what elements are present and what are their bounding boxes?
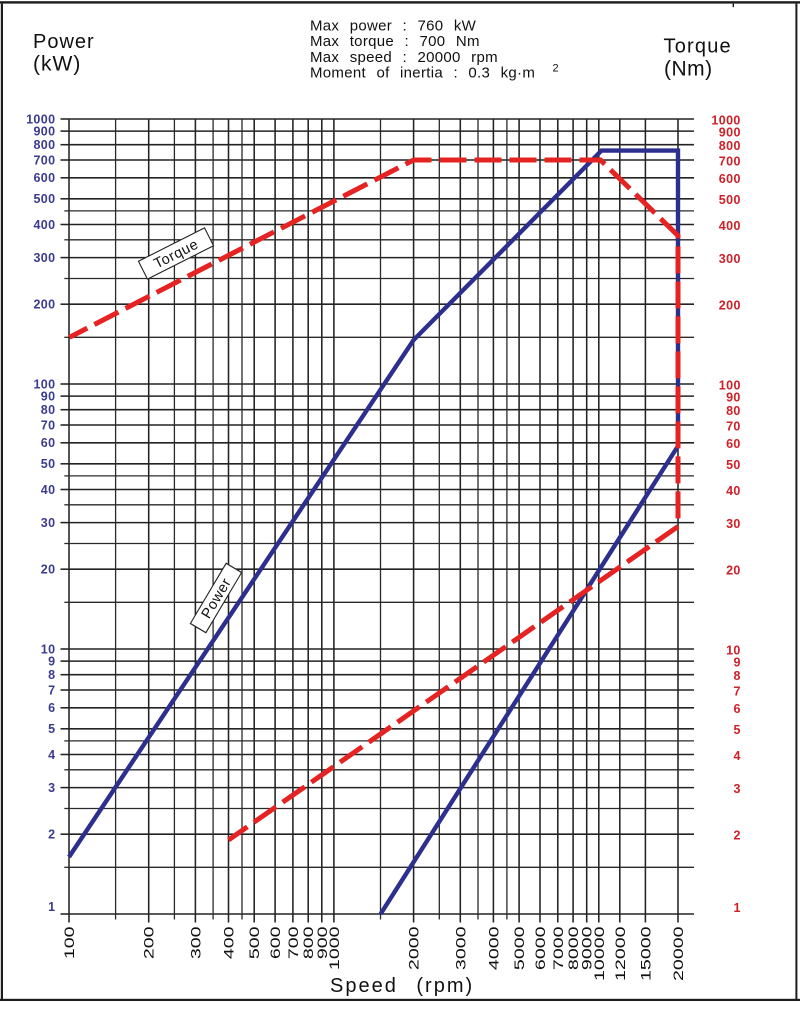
svg-text:20: 20 xyxy=(41,563,56,577)
svg-text:Power: Power xyxy=(33,31,95,53)
svg-text:800: 800 xyxy=(301,927,317,960)
svg-text:Max torque : 700 Nm: Max torque : 700 Nm xyxy=(310,33,480,50)
svg-text:2: 2 xyxy=(48,828,55,842)
svg-text:70: 70 xyxy=(726,419,741,433)
svg-text:3: 3 xyxy=(733,782,740,796)
svg-text:15000: 15000 xyxy=(638,927,654,981)
svg-text:80: 80 xyxy=(41,403,56,417)
svg-text:40: 40 xyxy=(726,484,741,498)
svg-text:50: 50 xyxy=(726,458,741,472)
svg-text:8: 8 xyxy=(733,669,740,683)
svg-text:(Nm): (Nm) xyxy=(664,58,713,81)
svg-text:5: 5 xyxy=(733,723,740,737)
svg-text:Moment of inertia : 0.3 k: Moment of inertia : 0.3 kg·m xyxy=(310,64,535,81)
svg-text:2: 2 xyxy=(733,829,740,843)
svg-text:10: 10 xyxy=(41,642,56,656)
svg-text:50: 50 xyxy=(41,457,56,471)
svg-text:8: 8 xyxy=(48,668,55,682)
svg-text:800: 800 xyxy=(719,139,741,153)
svg-text:90: 90 xyxy=(726,391,741,405)
svg-text:7: 7 xyxy=(733,684,740,698)
svg-text:10000: 10000 xyxy=(591,927,607,981)
svg-text:100: 100 xyxy=(33,377,55,391)
svg-text:800: 800 xyxy=(33,138,55,152)
svg-text:30: 30 xyxy=(726,517,741,531)
svg-text:Speed (rpm): Speed (rpm) xyxy=(330,975,474,997)
svg-text:1000: 1000 xyxy=(26,112,55,126)
svg-text:100: 100 xyxy=(62,927,78,960)
svg-text:500: 500 xyxy=(33,192,55,206)
svg-text:600: 600 xyxy=(719,172,741,186)
svg-text:4000: 4000 xyxy=(486,927,502,971)
svg-text:600: 600 xyxy=(33,171,55,185)
svg-text:900: 900 xyxy=(314,927,330,960)
svg-text:6000: 6000 xyxy=(533,927,549,971)
svg-text:200: 200 xyxy=(719,299,741,313)
svg-text:1: 1 xyxy=(733,901,740,915)
svg-text:60: 60 xyxy=(726,437,741,451)
svg-text:6: 6 xyxy=(48,701,55,715)
svg-text:60: 60 xyxy=(41,436,56,450)
svg-text:30: 30 xyxy=(41,516,56,530)
svg-text:9: 9 xyxy=(48,655,55,669)
svg-text:100: 100 xyxy=(719,378,741,392)
svg-text:20: 20 xyxy=(726,564,741,578)
svg-text:8000: 8000 xyxy=(566,927,582,971)
svg-text:1: 1 xyxy=(48,900,55,914)
svg-text:7: 7 xyxy=(48,683,55,697)
svg-text:4: 4 xyxy=(48,748,55,762)
svg-text:400: 400 xyxy=(719,219,741,233)
svg-text:5000: 5000 xyxy=(512,927,528,971)
svg-text:2: 2 xyxy=(553,63,559,75)
svg-text:Torque: Torque xyxy=(664,36,732,58)
svg-text:600: 600 xyxy=(268,927,284,960)
svg-text:700: 700 xyxy=(33,153,55,167)
svg-text:7000: 7000 xyxy=(550,927,566,971)
svg-text:4: 4 xyxy=(733,749,740,763)
svg-text:3: 3 xyxy=(48,781,55,795)
svg-text:12000: 12000 xyxy=(612,927,628,981)
svg-text:3000: 3000 xyxy=(453,927,469,971)
svg-text:90: 90 xyxy=(41,390,56,404)
svg-text:20000: 20000 xyxy=(671,927,687,981)
svg-text:9: 9 xyxy=(733,656,740,670)
svg-text:5: 5 xyxy=(48,722,55,736)
svg-text:70: 70 xyxy=(41,418,56,432)
svg-text:1000: 1000 xyxy=(711,113,740,127)
svg-text:900: 900 xyxy=(719,126,741,140)
svg-text:(kW): (kW) xyxy=(33,53,81,76)
svg-text:700: 700 xyxy=(719,154,741,168)
svg-text:Max speed : 20000 rpm: Max speed : 20000 rpm xyxy=(310,49,498,66)
svg-text:Max power : 760 kW: Max power : 760 kW xyxy=(310,18,477,35)
svg-text:500: 500 xyxy=(247,927,263,960)
svg-text:500: 500 xyxy=(719,193,741,207)
svg-text:200: 200 xyxy=(33,298,55,312)
svg-text:10: 10 xyxy=(726,643,741,657)
svg-text:300: 300 xyxy=(719,252,741,266)
svg-text:1000: 1000 xyxy=(327,927,343,971)
svg-text:200: 200 xyxy=(141,927,157,960)
svg-text:700: 700 xyxy=(286,927,302,960)
svg-text:400: 400 xyxy=(221,927,237,960)
svg-text:80: 80 xyxy=(726,404,741,418)
svg-text:40: 40 xyxy=(41,483,56,497)
svg-text:900: 900 xyxy=(33,125,55,139)
svg-text:9000: 9000 xyxy=(579,927,595,971)
svg-text:400: 400 xyxy=(33,218,55,232)
svg-text:300: 300 xyxy=(33,251,55,265)
svg-text:300: 300 xyxy=(188,927,204,960)
svg-text:2000: 2000 xyxy=(406,927,422,971)
svg-text:6: 6 xyxy=(733,702,740,716)
